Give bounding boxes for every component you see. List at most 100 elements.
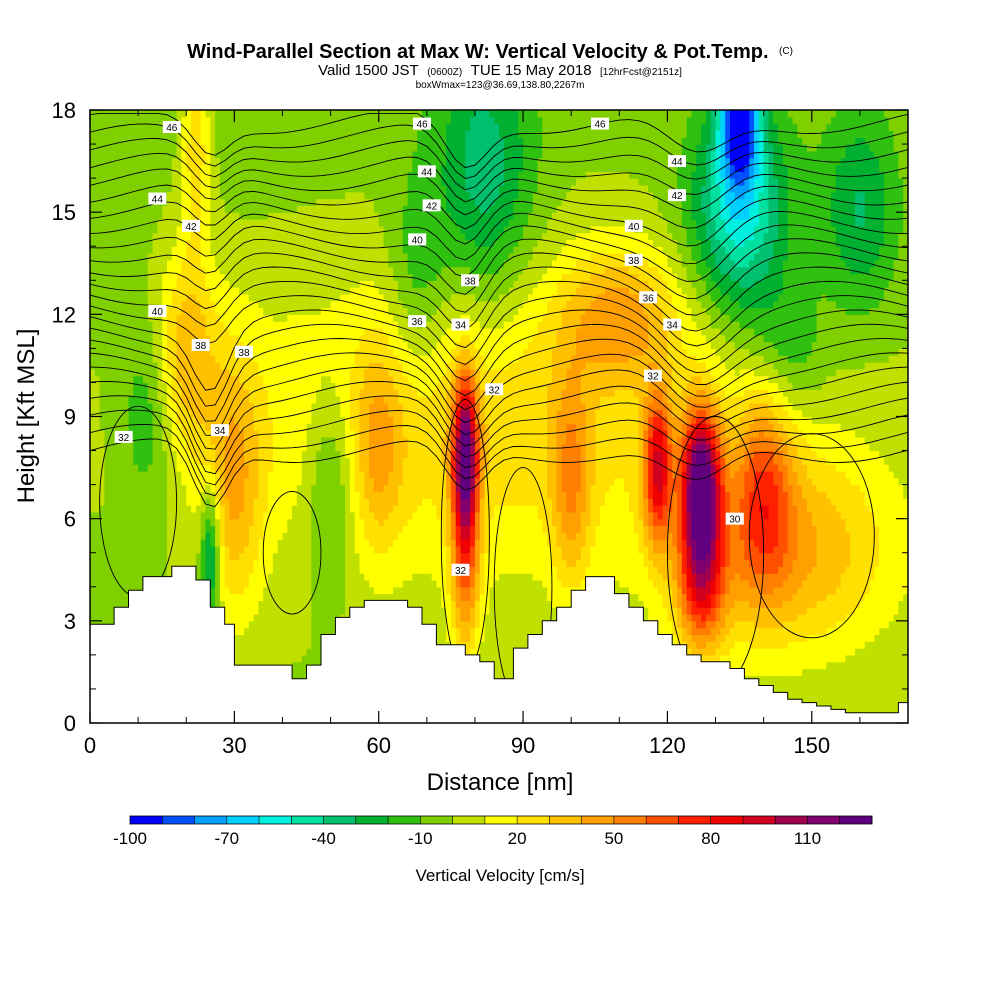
field-cell (527, 620, 534, 629)
field-cell (811, 675, 818, 683)
field-cell (782, 634, 789, 642)
field-cell (503, 545, 510, 554)
field-cell (311, 525, 317, 533)
field-cell (787, 648, 794, 656)
field-cell (691, 586, 697, 595)
field-cell (518, 600, 524, 608)
field-cell (325, 532, 332, 540)
field-cell (677, 607, 683, 615)
field-cell (446, 600, 452, 608)
field-cell (369, 559, 375, 567)
field-cell (883, 688, 890, 697)
field-cell (417, 586, 423, 595)
field-cell (893, 641, 899, 649)
field-cell (147, 539, 154, 547)
field-cell (734, 600, 741, 608)
field-cell (330, 627, 336, 636)
field-cell (393, 539, 399, 547)
field-cell (763, 641, 770, 649)
field-cell (316, 627, 322, 636)
field-cell (397, 545, 404, 554)
field-cell (874, 586, 880, 595)
field-cell (388, 579, 394, 588)
field-cell (811, 661, 818, 670)
field-cell (888, 654, 895, 663)
field-cell (835, 607, 842, 615)
field-cell (883, 579, 890, 588)
field-cell (883, 661, 890, 670)
field-cell (859, 525, 866, 533)
field-cell (725, 586, 731, 595)
field-cell (243, 518, 250, 527)
field-cell (883, 695, 890, 704)
field-cell (744, 607, 750, 615)
field-cell (619, 559, 625, 567)
field-cell (869, 614, 875, 622)
field-cell (787, 654, 794, 663)
field-cell (571, 532, 577, 540)
field-cell (311, 518, 317, 527)
field-cell (869, 682, 875, 690)
field-cell (436, 634, 442, 642)
field-cell (710, 586, 717, 595)
field-cell (287, 614, 293, 622)
field-cell (465, 525, 471, 533)
field-cell (243, 600, 250, 608)
field-cell (797, 614, 803, 622)
field-cell (133, 539, 139, 547)
field-cell (686, 607, 693, 615)
field-cell (494, 648, 500, 656)
field-cell (268, 634, 274, 642)
field-cell (460, 586, 466, 595)
field-cell (705, 579, 712, 588)
field-cell (840, 579, 847, 588)
field-cell (532, 593, 539, 601)
field-cell (441, 525, 447, 533)
field-cell (109, 573, 115, 581)
field-cell (773, 675, 779, 683)
field-cell (874, 614, 880, 622)
field-cell (455, 620, 462, 629)
field-cell (489, 648, 495, 656)
field-cell (186, 532, 192, 540)
field-cell (503, 539, 510, 547)
field-cell (850, 593, 856, 601)
field-cell (450, 545, 457, 554)
field-cell (296, 559, 303, 567)
field-cell (773, 654, 779, 663)
field-cell (754, 552, 760, 561)
field-cell (859, 532, 866, 540)
field-cell (258, 634, 264, 642)
field-cell (118, 586, 125, 595)
field-cell (417, 593, 423, 601)
field-cell (518, 641, 524, 649)
field-cell (282, 559, 288, 567)
field-cell (460, 559, 466, 567)
field-cell (816, 573, 822, 581)
field-cell (648, 525, 654, 533)
field-cell (609, 566, 616, 574)
field-cell (301, 634, 308, 642)
field-cell (874, 579, 880, 588)
field-cell (450, 614, 457, 622)
field-cell (239, 648, 245, 656)
field-cell (90, 539, 96, 547)
field-cell (768, 620, 774, 629)
field-cell (282, 641, 288, 649)
field-cell (566, 525, 572, 533)
field-cell (147, 532, 154, 540)
field-cell (325, 586, 332, 595)
field-cell (672, 607, 678, 615)
field-cell (903, 586, 908, 595)
field-cell (898, 600, 904, 608)
field-cell (268, 620, 274, 629)
field-cell (826, 545, 832, 554)
field-cell (903, 614, 908, 622)
field-cell (263, 559, 269, 567)
field-cell (715, 620, 721, 629)
field-cell (263, 532, 269, 540)
field-cell (287, 539, 293, 547)
field-cell (556, 539, 563, 547)
field-cell (773, 579, 779, 588)
field-cell (879, 675, 885, 683)
